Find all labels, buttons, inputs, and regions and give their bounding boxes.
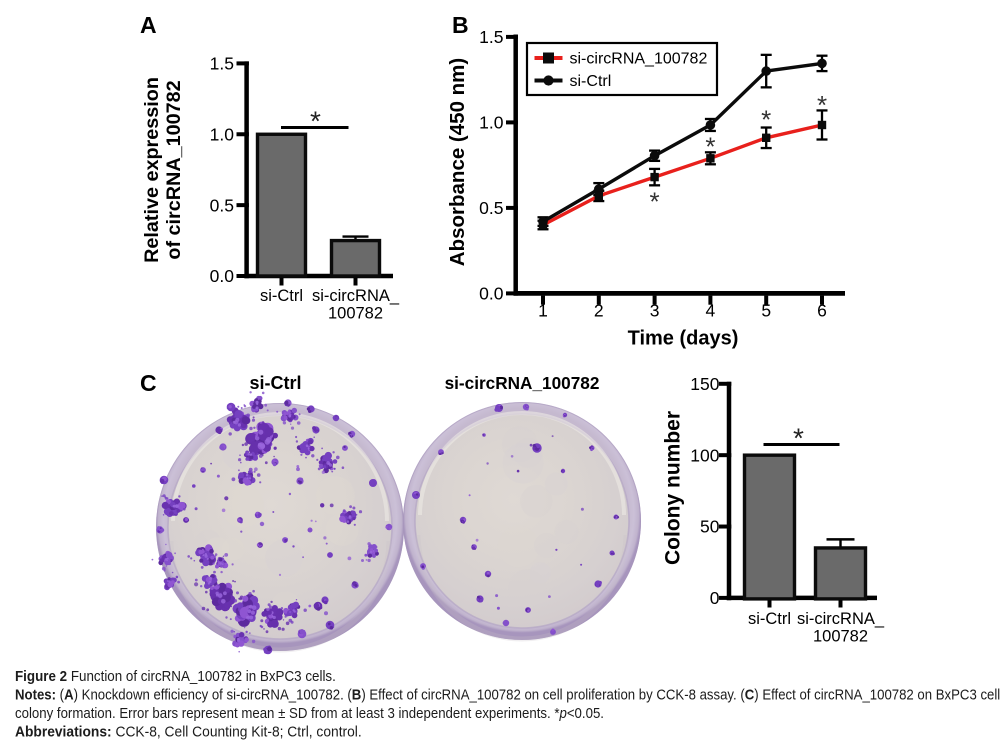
svg-text:si-Ctrl: si-Ctrl <box>570 73 612 90</box>
svg-text:si-Ctrl: si-Ctrl <box>249 373 301 393</box>
svg-text:0.5: 0.5 <box>479 198 503 218</box>
svg-text:*: * <box>817 90 827 120</box>
svg-text:1.0: 1.0 <box>210 124 235 144</box>
svg-text:0: 0 <box>710 588 720 608</box>
svg-text:6: 6 <box>817 301 827 321</box>
svg-text:si-circRNA_: si-circRNA_ <box>797 610 885 628</box>
svg-text:Notes: (A) Knockdown efficienc: Notes: (A) Knockdown efficiency of si-ci… <box>15 685 1000 702</box>
svg-text:of circRNA_100782: of circRNA_100782 <box>163 80 185 259</box>
svg-text:Time (days): Time (days) <box>628 328 739 350</box>
svg-text:*: * <box>793 423 804 454</box>
svg-text:2: 2 <box>594 301 604 321</box>
svg-text:si-circRNA_100782: si-circRNA_100782 <box>445 373 600 393</box>
svg-text:5: 5 <box>761 301 771 321</box>
svg-text:C: C <box>140 370 157 396</box>
svg-text:150: 150 <box>690 374 719 394</box>
svg-text:A: A <box>140 12 157 38</box>
svg-text:0.5: 0.5 <box>210 195 234 215</box>
svg-text:1.0: 1.0 <box>479 113 504 133</box>
svg-text:1.5: 1.5 <box>479 27 503 47</box>
svg-text:0.0: 0.0 <box>210 266 235 286</box>
svg-text:si-circRNA_: si-circRNA_ <box>312 287 400 305</box>
svg-text:*: * <box>761 105 771 135</box>
svg-text:0.0: 0.0 <box>479 284 504 304</box>
svg-text:Absorbance (450 nm): Absorbance (450 nm) <box>446 58 469 266</box>
svg-text:4: 4 <box>706 301 716 321</box>
svg-text:100782: 100782 <box>328 305 383 323</box>
svg-text:50: 50 <box>700 517 720 537</box>
svg-text:si-Ctrl: si-Ctrl <box>748 610 791 628</box>
svg-text:colony formation. Error bars r: colony formation. Error bars represent m… <box>15 704 604 721</box>
svg-text:3: 3 <box>650 301 660 321</box>
svg-text:Figure 2 Function of circRNA_1: Figure 2 Function of circRNA_100782 in B… <box>15 668 336 685</box>
svg-text:100782: 100782 <box>813 628 868 646</box>
svg-text:B: B <box>452 12 469 38</box>
svg-text:si-circRNA_100782: si-circRNA_100782 <box>570 51 708 68</box>
svg-text:*: * <box>705 132 715 162</box>
svg-text:Abbreviations: CCK-8, Cell Cou: Abbreviations: CCK-8, Cell Counting Kit-… <box>15 724 362 740</box>
svg-text:100: 100 <box>690 445 719 465</box>
svg-text:*: * <box>310 106 321 137</box>
svg-text:Colony number: Colony number <box>662 411 685 565</box>
svg-text:1.5: 1.5 <box>210 54 234 74</box>
svg-text:1: 1 <box>538 301 548 321</box>
svg-text:Relative expression: Relative expression <box>141 77 163 263</box>
svg-text:si-Ctrl: si-Ctrl <box>260 287 303 305</box>
svg-text:*: * <box>650 187 660 217</box>
